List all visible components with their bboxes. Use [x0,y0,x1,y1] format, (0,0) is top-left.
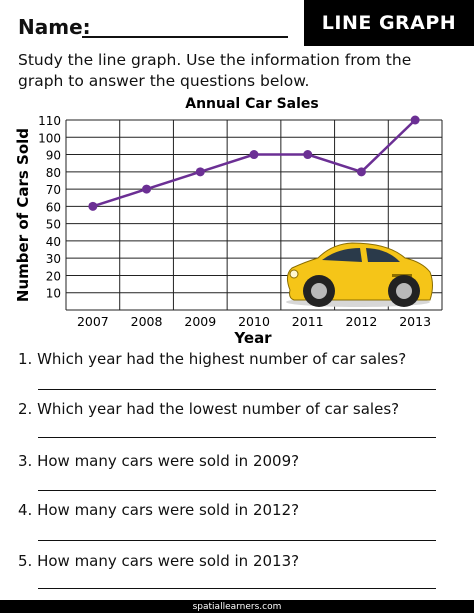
data-point [249,150,259,160]
x-tick-label: 2011 [292,314,324,329]
y-tick-label: 100 [38,131,61,145]
x-tick-label: 2009 [184,314,216,329]
x-axis-label: Year [233,329,272,347]
answer-line-4[interactable] [38,540,436,541]
data-point [88,201,98,211]
data-points [88,115,420,211]
series-line [92,119,417,208]
data-point [142,184,152,194]
question-3: 3. How many cars were sold in 2009? [18,452,300,470]
question-1: 1. Which year had the highest number of … [18,350,407,368]
data-point [303,150,313,160]
worksheet-type-badge: LINE GRAPH [304,0,474,46]
y-tick-label: 60 [46,200,61,214]
car-illustration [286,242,433,307]
line-chart: Annual Car Sales 10 20 30 40 50 60 70 80 90 100 11… [14,96,443,347]
y-tick-label: 40 [46,235,61,249]
name-input-line[interactable] [82,36,288,38]
y-tick-label: 110 [38,114,61,128]
chart-grid [65,119,443,311]
name-label: Name: [18,15,91,39]
answer-line-5[interactable] [38,588,436,589]
x-tick-label: 2007 [77,314,109,329]
answer-line-1[interactable] [38,389,436,390]
y-tick-labels: 10 20 30 40 50 60 70 80 90 100 110 [38,114,61,301]
answer-line-2[interactable] [38,437,436,438]
instructions-text: Study the line graph. Use the informatio… [18,51,412,90]
data-point [195,167,205,177]
y-tick-label: 50 [46,218,61,232]
answer-line-3[interactable] [38,490,436,491]
x-tick-label: 2013 [399,314,431,329]
question-2: 2. Which year had the lowest number of c… [18,400,400,418]
x-tick-label: 2008 [131,314,163,329]
y-tick-label: 30 [46,252,61,266]
footer-url: spatiallearners.com [0,600,474,613]
y-tick-label: 70 [46,183,61,197]
x-tick-labels: 2007 2008 2009 2010 2011 2012 2013 [77,314,431,329]
y-tick-label: 80 [46,166,61,180]
question-4: 4. How many cars were sold in 2012? [18,501,300,519]
data-point [356,167,366,177]
x-tick-label: 2010 [238,314,270,329]
x-tick-label: 2012 [346,314,378,329]
question-5: 5. How many cars were sold in 2013? [18,552,300,570]
chart-title: Annual Car Sales [185,96,319,112]
y-tick-label: 20 [46,269,61,283]
data-point [410,115,420,125]
y-axis-label: Number of Cars Sold [14,128,32,302]
y-tick-label: 90 [46,149,61,163]
y-tick-label: 10 [46,287,61,301]
